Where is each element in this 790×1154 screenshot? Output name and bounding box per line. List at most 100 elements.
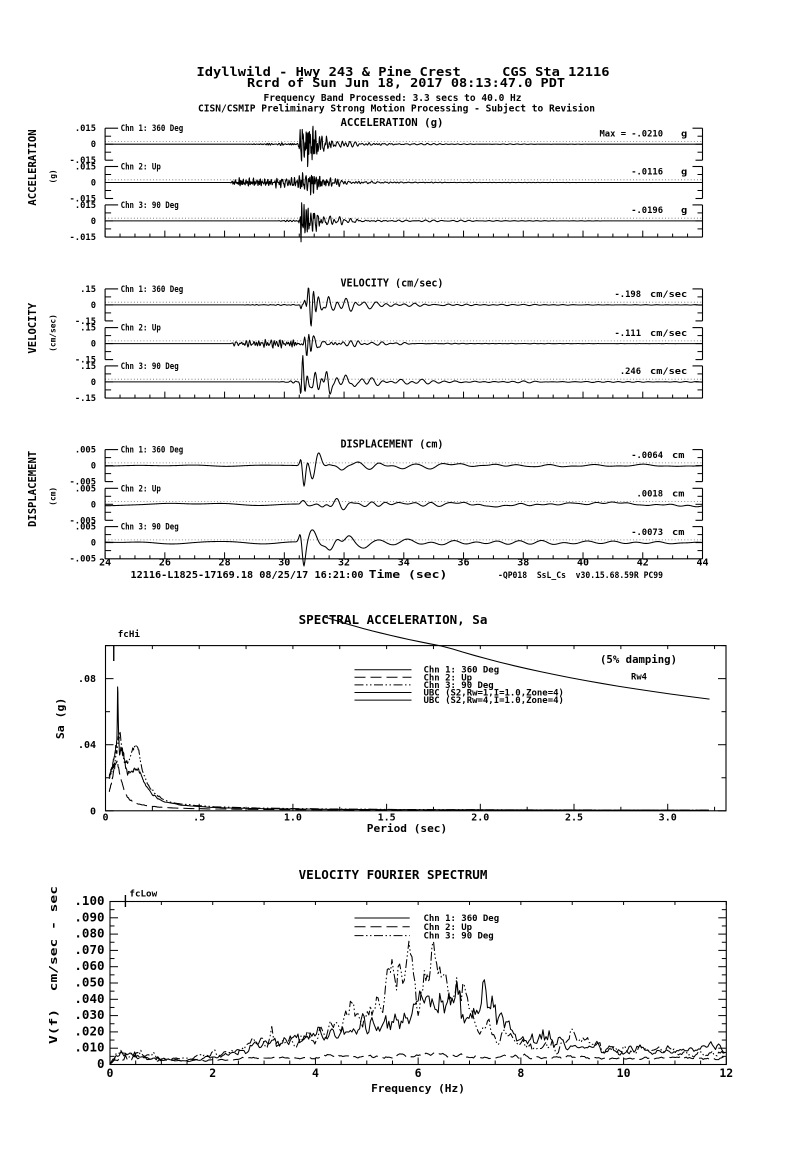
ytick-label: -.15 — [75, 394, 96, 404]
spectral-acceleration-series-2 — [108, 759, 709, 811]
ytick-label: .015 — [75, 201, 96, 211]
ytick-label: -.005 — [70, 555, 96, 565]
peak-value: -.0210 — [631, 129, 663, 139]
legend-label: Chn 1: 360 Deg — [424, 914, 500, 924]
channel-label: Chn 3: 90 Deg — [121, 201, 179, 211]
ytick-label: 0 — [90, 806, 96, 817]
acceleration-chn2-trace — [105, 172, 703, 196]
channel-3: .015 0 -.015 Chn 3: 90 Deg -.0196 g — [70, 201, 704, 243]
spectral-acceleration-series-3 — [108, 730, 709, 811]
channel-2: .15 0 -.15 Chn 2: Up -.111 cm/sec — [75, 324, 704, 366]
peak-unit: cm/sec — [650, 290, 687, 300]
channel-label: Chn 1: 360 Deg — [121, 446, 184, 456]
ytick-label: .040 — [74, 991, 104, 1006]
ytick-label: .08 — [78, 674, 96, 685]
xtick-label: 42 — [637, 558, 649, 569]
panel-ylabel: DISPLACEMENT — [27, 451, 39, 527]
ytick-label: .010 — [74, 1040, 104, 1055]
velocity-fourier-spectrum-series-1 — [109, 979, 727, 1065]
peak-unit: cm — [672, 528, 684, 538]
channel-1: .005 0 -.005 Chn 1: 360 Deg -.0064 cm — [70, 446, 704, 488]
ytick-label: .15 — [80, 362, 96, 372]
peak-value: .0018 — [637, 490, 663, 500]
spectral-acceleration: SPECTRAL ACCELERATION, Sa 0 .5 1.0 1.5 2.0 2.5… — [55, 613, 727, 835]
velocity-chn1-trace — [105, 287, 703, 327]
panel-title: DISPLACEMENT (cm) — [341, 437, 444, 450]
spectral-acceleration-xlabel: Period (sec) — [367, 822, 447, 835]
xtick-label: 2.0 — [471, 813, 489, 824]
header-line4: CISN/CSMIP Preliminary Strong Motion Pro… — [198, 104, 595, 115]
ytick-label: 0 — [91, 340, 96, 350]
velocity-chn2-trace — [105, 333, 703, 356]
peak-unit: g — [681, 206, 687, 216]
ytick-label: .15 — [80, 324, 96, 334]
velocity-fourier-spectrum-ylabel: V(f) cm/sec - sec — [47, 886, 60, 1044]
ytick-label: 0 — [91, 462, 96, 472]
displacement-chn2-trace — [105, 498, 703, 511]
xtick-label: 34 — [398, 558, 410, 569]
velocity-fourier-spectrum-series-2 — [109, 1052, 727, 1065]
legend-label: Chn 2: Up — [424, 673, 473, 683]
channel-label: Chn 2: Up — [121, 324, 161, 334]
ytick-label: 0 — [91, 378, 96, 388]
panel-title: VELOCITY (cm/sec) — [341, 277, 444, 290]
ytick-label: -.15 — [75, 356, 96, 366]
panel-velocity: VELOCITY (cm/sec) VELOCITY (cm/sec) .15 0 -.1… — [27, 277, 704, 404]
rw4-label: Rw4 — [631, 673, 647, 683]
channel-label: Chn 3: 90 Deg — [121, 362, 179, 372]
channel-1: .15 0 -.15 Chn 1: 360 Deg -.198 cm/sec — [75, 285, 704, 327]
channel-label: Chn 2: Up — [121, 484, 161, 494]
xtick-label: 44 — [696, 558, 708, 569]
ytick-label: .020 — [74, 1023, 104, 1038]
ytick-label: 0 — [91, 179, 96, 189]
velocity-fourier-spectrum-frame — [109, 900, 727, 1066]
peak-value: -.0064 — [631, 451, 663, 461]
ytick-label: .005 — [75, 523, 96, 533]
ytick-label: .015 — [75, 163, 96, 173]
xtick-label: 4 — [312, 1066, 319, 1080]
xtick-label: 8 — [517, 1066, 524, 1080]
xtick-label: 0 — [107, 1066, 114, 1080]
peak-value: -.0116 — [631, 168, 663, 178]
velocity-fourier-spectrum-xlabel: Frequency (Hz) — [371, 1082, 465, 1095]
xtick-label: 10 — [617, 1066, 631, 1080]
xtick-label: 36 — [458, 558, 470, 569]
spectral-acceleration-frame — [104, 645, 727, 812]
velocity-fourier-spectrum-title: VELOCITY FOURIER SPECTRUM — [299, 868, 488, 882]
channel-label: Chn 1: 360 Deg — [121, 285, 184, 295]
xtick-label: 2.5 — [565, 813, 583, 824]
fc-label: fcHi — [118, 629, 140, 640]
xtick-label: 38 — [517, 558, 529, 569]
ytick-label: .04 — [78, 740, 96, 751]
xtick-label: 1.0 — [284, 813, 302, 824]
time-history-panels: ACCELERATION (g) ACCELERATION (g) .015 0 -.01… — [27, 116, 709, 581]
header-line3: Frequency Band Processed: 3.3 secs to 40… — [264, 93, 522, 104]
ytick-label: .080 — [74, 926, 104, 941]
peak-value: -.111 — [615, 329, 641, 339]
legend-label: Chn 3: 90 Deg — [424, 681, 494, 691]
peak-unit: g — [681, 168, 687, 178]
footer-left: 12116-L1825-17169.18 08/25/17 16:21:00 — [131, 570, 364, 581]
ytick-label: .050 — [74, 975, 104, 990]
panel-ylabel: VELOCITY — [27, 302, 39, 353]
ytick-label: .070 — [74, 942, 104, 957]
xtick-label: 32 — [338, 558, 350, 569]
footer-right: -QP018 SsL_Cs v30.15.68.59R PC99 — [498, 571, 663, 581]
legend-label: UBC (S2,Rw=4,I=1.0,Zone=4) — [424, 696, 564, 706]
xtick-label: 6 — [415, 1066, 422, 1080]
peak-value: -.198 — [615, 290, 641, 300]
xtick-label: 2 — [209, 1066, 216, 1080]
ytick-label: 0 — [91, 500, 96, 510]
channel-3: .15 0 -.15 Chn 3: 90 Deg .246 cm/sec — [75, 355, 704, 404]
xtick-label: 26 — [159, 558, 171, 569]
xtick-label: 28 — [219, 558, 231, 569]
channel-2: .015 0 -.015 Chn 2: Up -.0116 g — [70, 163, 704, 205]
time-axis-label: Time (sec) — [369, 568, 448, 581]
spectral-acceleration-series-1 — [108, 686, 709, 811]
ytick-label: 0 — [97, 1056, 105, 1071]
panel-acceleration: ACCELERATION (g) ACCELERATION (g) .015 0 -.01… — [27, 116, 704, 243]
ytick-label: -.005 — [70, 516, 96, 526]
header: Idyllwild - Hwy 243 & Pine Crest CGS Sta… — [197, 64, 610, 115]
